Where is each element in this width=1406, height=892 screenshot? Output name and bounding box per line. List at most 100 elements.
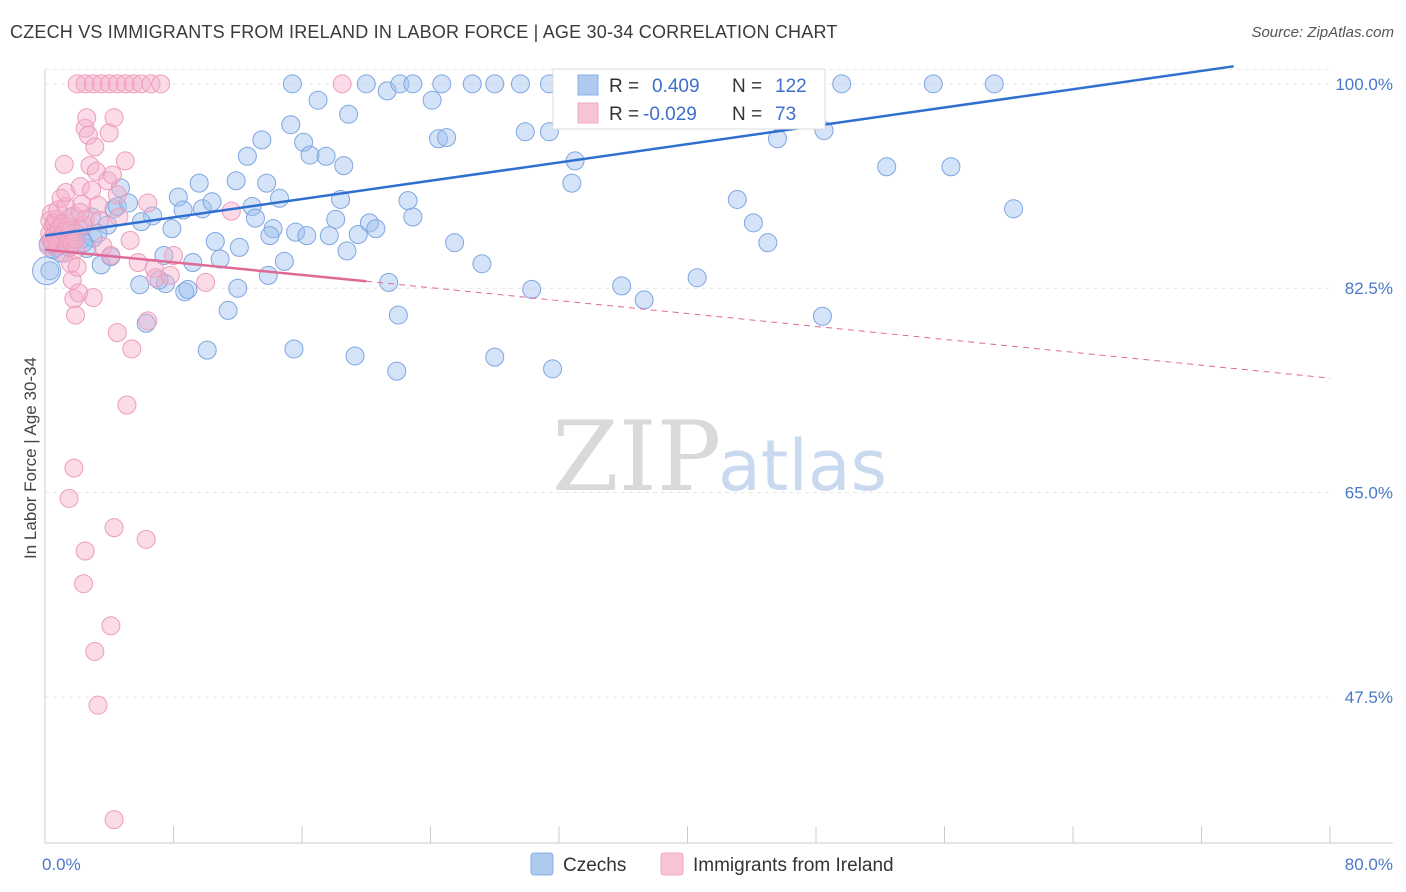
- czechs-point-74: [562, 173, 582, 193]
- czechs-point-66: [437, 128, 457, 148]
- czechs-point-52: [337, 241, 357, 261]
- axes: [44, 70, 1393, 844]
- ireland-point-66: [70, 202, 90, 222]
- czechs-point-51: [334, 156, 354, 176]
- czechs-point-45: [300, 145, 320, 165]
- ireland-point-77: [136, 529, 156, 549]
- ireland-point-53: [102, 165, 122, 185]
- trendline-0: [44, 65, 1234, 237]
- series-points-0: [38, 74, 1024, 381]
- czechs-point-40: [281, 115, 301, 135]
- ireland-point-80: [196, 272, 216, 292]
- legend-r-value-czechs: 0.409: [652, 76, 700, 97]
- ireland-point-41: [78, 125, 98, 145]
- ireland-point-82: [67, 74, 87, 94]
- czechs-point-129: [260, 226, 280, 246]
- y-tick-label-1: 65.0%: [1345, 484, 1393, 503]
- ireland-point-87: [107, 74, 127, 94]
- ireland-point-55: [107, 185, 127, 205]
- ireland-point-44: [83, 288, 103, 308]
- ireland-point-38: [75, 209, 95, 229]
- legend-n-label-ireland: N =: [732, 104, 762, 125]
- legend-n-value-czechs: 122: [775, 76, 807, 97]
- ireland-point-65: [164, 246, 183, 266]
- czechs-point-95: [510, 74, 530, 94]
- ireland-point-70: [75, 541, 95, 561]
- y-tick-label-2: 82.5%: [1345, 279, 1393, 298]
- y-tick-label-3: 100.0%: [1335, 75, 1393, 94]
- ireland-point-67: [59, 488, 79, 508]
- czechs-point-87: [1004, 199, 1024, 219]
- czechs-point-19: [162, 219, 182, 239]
- ireland-point-74: [104, 518, 124, 538]
- czechs-point-128: [205, 232, 225, 252]
- ireland-point-22: [61, 254, 81, 274]
- ireland-point-71: [88, 695, 108, 715]
- ireland-point-64: [160, 265, 180, 285]
- czechs-point-38: [270, 188, 290, 208]
- ireland-point-78: [104, 810, 124, 830]
- y-tick-label-0: 47.5%: [1345, 688, 1393, 707]
- czechs-point-78: [687, 268, 707, 288]
- czechs-point-68: [472, 254, 492, 274]
- czechs-point-20: [168, 187, 188, 207]
- ireland-point-58: [120, 230, 140, 250]
- czechs-point-35: [252, 130, 272, 150]
- czechs-point-61: [388, 305, 408, 325]
- ireland-point-28: [56, 182, 76, 202]
- czechs-point-49: [326, 209, 346, 229]
- ireland-point-59: [128, 253, 148, 273]
- ireland-point-83: [75, 74, 95, 94]
- czechs-point-23: [178, 279, 198, 299]
- watermark-zip: ZIP: [552, 401, 721, 513]
- czechs-point-81: [758, 233, 778, 253]
- ireland-point-92: [151, 74, 171, 94]
- czechs-point-64: [422, 90, 442, 110]
- ireland-point-88: [115, 74, 135, 94]
- czechs-point-105: [923, 74, 943, 94]
- ireland-point-27: [54, 154, 74, 174]
- czechs-point-92: [432, 74, 452, 94]
- series-legend-swatch-czechs: [530, 852, 554, 876]
- czechs-point-0: [40, 261, 60, 281]
- ireland-point-46: [86, 161, 106, 181]
- x-tick-label-1: 80.0%: [1345, 855, 1393, 874]
- legend-swatch-czechs: [577, 74, 599, 96]
- legend-r-label-ireland: R =: [609, 104, 639, 125]
- ireland-point-2: [40, 210, 60, 230]
- ireland-point-86: [99, 74, 119, 94]
- czechs-point-22: [175, 282, 195, 302]
- czechs-point-48: [319, 226, 339, 246]
- ireland-point-36: [72, 194, 92, 214]
- ireland-point-73: [101, 616, 121, 636]
- ireland-point-33: [67, 257, 87, 277]
- czechs-point-57: [366, 219, 386, 239]
- czechs-point-63: [403, 207, 423, 227]
- ireland-point-93: [332, 74, 352, 94]
- ireland-point-54: [104, 108, 124, 128]
- ireland-point-69: [74, 574, 94, 594]
- czechs-point-41: [284, 339, 304, 359]
- ireland-point-48: [90, 210, 110, 230]
- ireland-point-84: [83, 74, 103, 94]
- czechs-point-86: [941, 157, 961, 177]
- ireland-point-34: [69, 283, 89, 303]
- ireland-point-31: [66, 305, 86, 325]
- ireland-point-47: [88, 195, 108, 215]
- czechs-point-60: [387, 361, 407, 381]
- watermark-atlas: atlas: [718, 425, 887, 507]
- czechs-point-83: [812, 306, 832, 326]
- czechs-point-32: [237, 146, 257, 166]
- czechs-point-127: [258, 265, 278, 285]
- ireland-point-40: [77, 108, 97, 128]
- ireland-point-76: [122, 339, 142, 359]
- ireland-point-57: [115, 151, 135, 171]
- czechs-point-124: [149, 270, 169, 290]
- ireland-point-45: [85, 137, 105, 157]
- czechs-point-89: [356, 74, 376, 94]
- czechs-point-65: [429, 129, 449, 149]
- czechs-point-71: [522, 279, 542, 299]
- czechs-point-39: [274, 251, 294, 271]
- czechs-point-80: [743, 213, 763, 233]
- trendline-2: [366, 280, 1331, 379]
